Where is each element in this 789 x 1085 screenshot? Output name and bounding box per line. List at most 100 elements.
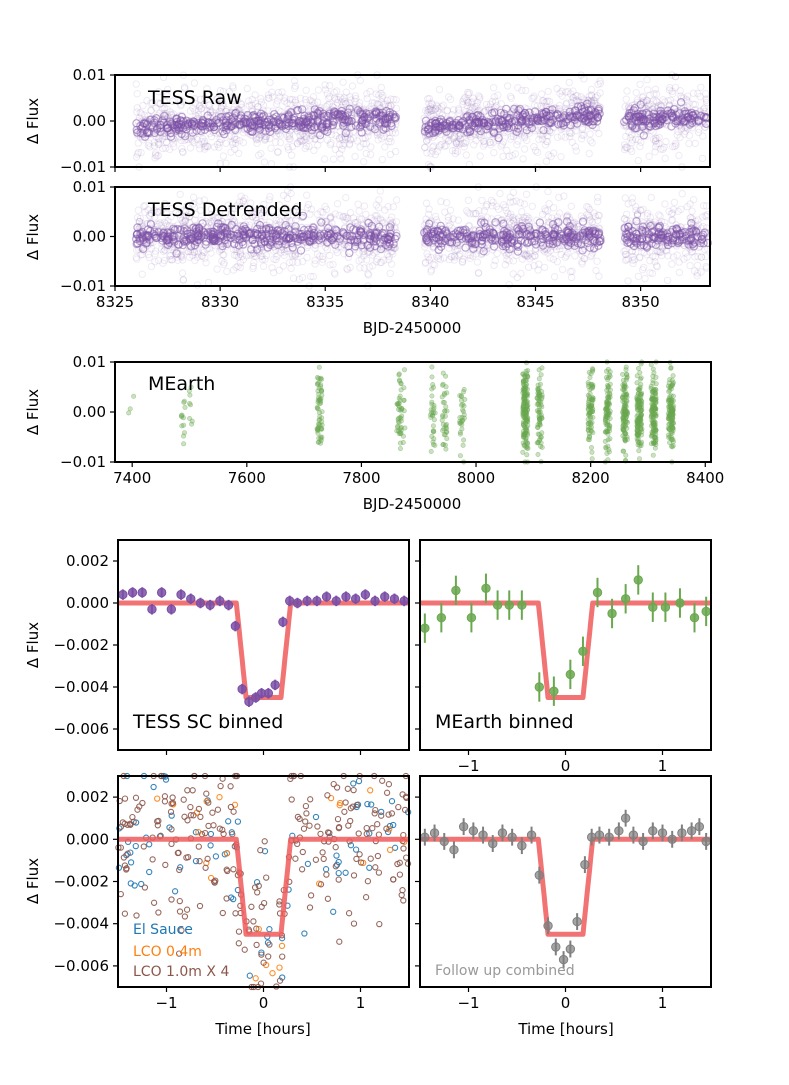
data-point [162, 144, 170, 152]
data-point [473, 258, 482, 266]
data-point [518, 207, 526, 216]
data-point [464, 90, 473, 99]
data-point [622, 115, 631, 125]
data-point [490, 105, 498, 113]
data-point [283, 132, 291, 141]
data-point [545, 97, 554, 106]
data-point [493, 249, 501, 258]
data-point [464, 88, 472, 97]
data-point [338, 98, 346, 106]
data-point [196, 145, 204, 153]
data-point [596, 77, 604, 85]
data-point [558, 92, 566, 100]
data-point [387, 138, 395, 146]
data-point [176, 96, 185, 104]
data-point [543, 138, 552, 146]
data-point [192, 126, 201, 135]
data-point [139, 101, 147, 110]
data-point [425, 108, 433, 116]
data-point [272, 131, 280, 140]
data-point [464, 98, 472, 107]
data-point [309, 272, 317, 281]
data-point [151, 149, 160, 157]
data-point [424, 105, 433, 113]
data-point [595, 129, 603, 138]
data-point [468, 98, 476, 106]
data-point [222, 107, 230, 116]
data-point [341, 97, 349, 106]
data-point [216, 138, 224, 147]
data-point [669, 142, 677, 151]
data-point [631, 100, 639, 109]
data-point [236, 114, 246, 123]
data-point [467, 103, 475, 111]
data-point [163, 124, 172, 133]
data-point [276, 131, 284, 140]
data-point [587, 98, 595, 106]
data-point [545, 151, 553, 159]
data-point [352, 94, 360, 103]
data-point [138, 270, 146, 278]
data-point [663, 109, 672, 119]
data-point [150, 142, 159, 150]
data-point [248, 127, 257, 136]
data-point [335, 150, 344, 158]
data-point [691, 100, 699, 109]
data-point [590, 96, 598, 104]
data-point [213, 118, 222, 128]
data-point [665, 101, 673, 110]
data-point [377, 83, 385, 92]
data-point [432, 105, 440, 113]
data-point [295, 137, 303, 146]
data-point [662, 137, 670, 146]
data-point [486, 100, 495, 108]
data-point [679, 117, 689, 127]
data-point [254, 135, 262, 143]
data-point [420, 114, 428, 123]
data-point [544, 187, 552, 196]
data-point [641, 274, 649, 283]
data-point [431, 105, 439, 113]
data-point [154, 151, 163, 160]
data-point [639, 131, 649, 140]
data-point [487, 141, 495, 149]
data-point [533, 116, 542, 125]
data-point [310, 105, 319, 114]
data-point [215, 110, 223, 119]
data-point [204, 278, 213, 287]
data-point [315, 106, 324, 116]
data-point [237, 100, 245, 108]
data-point [217, 104, 225, 112]
data-point [359, 134, 367, 142]
data-point [621, 194, 629, 202]
data-point [146, 143, 154, 151]
data-point [313, 117, 323, 126]
data-point [563, 99, 571, 107]
data-point [676, 133, 684, 142]
data-point [339, 78, 347, 86]
data-point [338, 145, 346, 153]
data-point [392, 104, 401, 113]
data-point [695, 128, 703, 137]
data-point [452, 139, 460, 147]
data-point [249, 117, 259, 126]
data-point [675, 151, 683, 160]
data-point [269, 118, 278, 127]
data-point [179, 98, 187, 106]
data-point [689, 89, 698, 98]
data-point [505, 152, 513, 161]
data-point [257, 94, 265, 103]
data-point [538, 97, 547, 105]
data-point [392, 96, 400, 104]
data-point [156, 100, 165, 108]
data-point [191, 99, 200, 108]
data-point [514, 106, 523, 115]
data-point [463, 98, 472, 106]
data-point [197, 104, 206, 112]
data-point [275, 266, 283, 274]
data-point [143, 128, 152, 137]
data-point [169, 134, 177, 143]
data-point [329, 155, 338, 163]
data-point [515, 129, 523, 138]
data-point [346, 209, 355, 217]
